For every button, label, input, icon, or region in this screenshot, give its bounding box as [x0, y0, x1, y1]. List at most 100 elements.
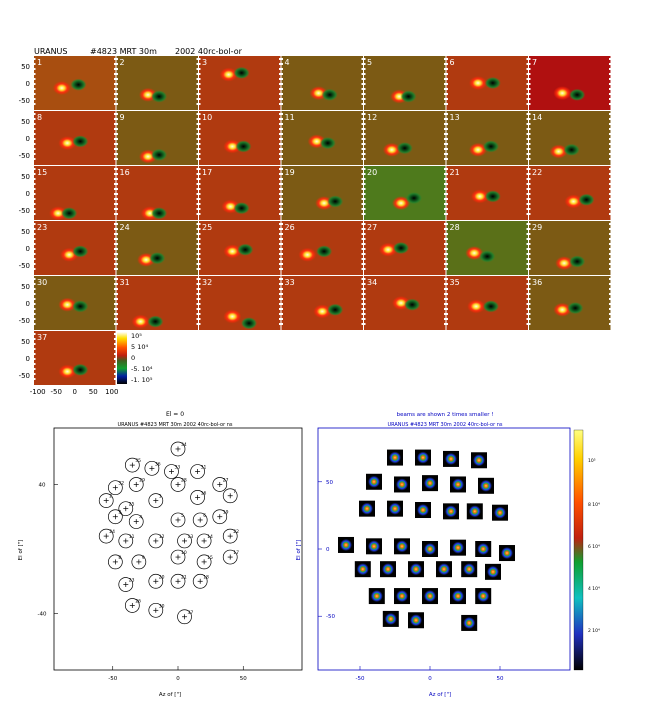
bolometer-circle — [222, 488, 238, 504]
map-panel: 28 — [446, 221, 528, 275]
beam-square — [338, 536, 354, 553]
panel-edge-tick — [199, 88, 201, 90]
panel-edge-tick — [526, 223, 528, 225]
panel-edge-tick — [444, 293, 446, 295]
panel-edge-tick — [364, 313, 366, 315]
map-panel-background — [281, 276, 363, 330]
panel-edge-tick — [199, 303, 201, 305]
panel-edge-tick — [34, 333, 36, 335]
panel-edge-tick — [609, 308, 611, 310]
map-panel-number: 20 — [367, 168, 377, 177]
panel-edge-tick — [281, 178, 283, 180]
map-panel: 5 — [364, 56, 446, 110]
panel-edge-tick — [116, 298, 118, 300]
panel-edge-tick — [526, 83, 528, 85]
bolometer-circle — [170, 441, 186, 457]
map-panel-number: 17 — [202, 168, 212, 177]
panel-edge-tick — [364, 93, 366, 95]
panel-edge-tick — [609, 278, 611, 280]
panel-edge-tick — [446, 243, 448, 245]
panel-edge-tick — [116, 78, 118, 80]
panel-edge-tick — [196, 323, 198, 325]
panel-edge-tick — [444, 148, 446, 150]
panel-edge-tick — [361, 248, 363, 250]
panel-edge-tick — [196, 153, 198, 155]
beam-spot — [368, 540, 380, 553]
map-panel-number: 3 — [202, 58, 207, 67]
panel-edge-tick — [281, 203, 283, 205]
panel-edge-tick — [196, 193, 198, 195]
panel-edge-tick — [116, 258, 118, 260]
panel-edge-tick — [444, 303, 446, 305]
panel-edge-tick — [199, 208, 201, 210]
panel-edge-tick — [364, 158, 366, 160]
map-panel-number: 30 — [37, 278, 47, 287]
panel-edge-tick — [116, 118, 118, 120]
layout-subtitle: URANUS #4823 MRT 30m 2002 40rc-bol-or ns — [117, 422, 232, 428]
panel-edge-tick — [446, 283, 448, 285]
panel-edge-tick — [361, 128, 363, 130]
panel-edge-tick — [279, 278, 281, 280]
map-panel: 21 — [446, 166, 528, 220]
panel-edge-tick — [526, 293, 528, 295]
panel-edge-tick — [364, 103, 366, 105]
panel-edge-tick — [279, 208, 281, 210]
panel-edge-tick — [609, 208, 611, 210]
panel-edge-tick — [116, 143, 118, 145]
panel-edge-tick — [34, 298, 36, 300]
panel-edge-tick — [526, 258, 528, 260]
panel-edge-tick — [446, 303, 448, 305]
panel-edge-tick — [609, 93, 611, 95]
panel-edge-tick — [196, 148, 198, 150]
panel-edge-tick — [526, 198, 528, 200]
panel-edge-tick — [196, 243, 198, 245]
panel-edge-tick — [446, 113, 448, 115]
panel-edge-tick — [196, 158, 198, 160]
panel-edge-tick — [526, 148, 528, 150]
panel-edge-tick — [526, 68, 528, 70]
map-panel-number: 13 — [450, 113, 460, 122]
panel-edge-tick — [114, 58, 116, 60]
panel-edge-tick — [446, 203, 448, 205]
panel-edge-tick — [34, 68, 36, 70]
negative-beam — [61, 207, 78, 220]
beam-square — [415, 502, 431, 519]
panel-edge-tick — [279, 138, 281, 140]
panel-edge-tick — [361, 268, 363, 270]
panel-edge-tick — [281, 278, 283, 280]
panel-edge-tick — [116, 283, 118, 285]
panel-edge-tick — [446, 98, 448, 100]
beam-square — [471, 452, 487, 469]
bolometer-marker: 32 — [107, 480, 124, 496]
panel-edge-tick — [114, 123, 116, 125]
panel-edge-tick — [34, 83, 36, 85]
panel-edge-tick — [196, 63, 198, 65]
panel-edge-tick — [281, 138, 283, 140]
panel-edge-tick — [446, 313, 448, 315]
bolometer-marker: 10 — [170, 549, 187, 565]
panel-edge-tick — [114, 148, 116, 150]
panel-edge-tick — [281, 283, 283, 285]
panel-edge-tick — [364, 213, 366, 215]
positive-beam — [564, 194, 583, 209]
map-y-tick-label: 0 — [26, 245, 30, 253]
panel-edge-tick — [199, 123, 201, 125]
map-panel: 4 — [281, 56, 363, 110]
panel-edge-tick — [196, 98, 198, 100]
bolometer-label: 31 — [201, 465, 207, 471]
panel-edge-tick — [444, 203, 446, 205]
panel-edge-tick — [34, 133, 36, 135]
panel-edge-tick — [529, 238, 531, 240]
bolometer-label: 37 — [188, 610, 194, 616]
panel-edge-tick — [199, 168, 201, 170]
panel-edge-tick — [446, 173, 448, 175]
panel-edge-tick — [199, 83, 201, 85]
panel-edge-tick — [281, 63, 283, 65]
bolometer-circle — [128, 477, 144, 492]
panel-edge-tick — [114, 223, 116, 225]
panel-edge-tick — [196, 113, 198, 115]
panel-edge-tick — [364, 283, 366, 285]
panel-edge-tick — [444, 258, 446, 260]
panel-edge-tick — [446, 223, 448, 225]
panel-edge-tick — [116, 158, 118, 160]
